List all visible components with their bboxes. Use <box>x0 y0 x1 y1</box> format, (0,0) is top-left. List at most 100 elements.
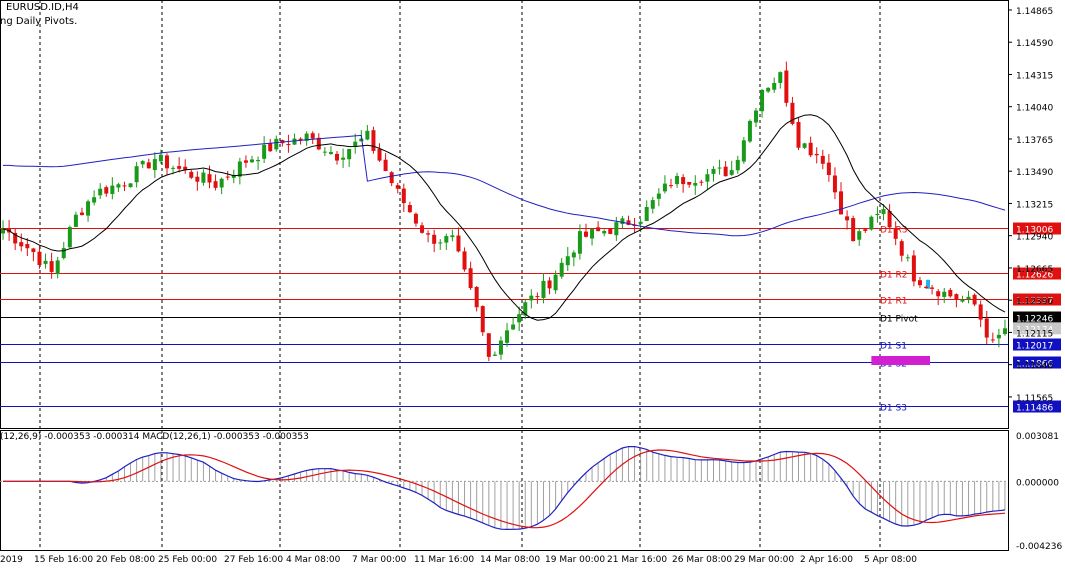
candle-body <box>596 227 601 232</box>
candle-body <box>930 287 935 289</box>
candle-body <box>717 167 722 169</box>
candle-body <box>231 174 236 178</box>
price-tag <box>1013 356 1061 369</box>
candle-body <box>407 205 412 213</box>
candle-body <box>656 193 661 199</box>
candle-body <box>766 87 771 92</box>
candle-body <box>316 137 321 150</box>
candle-body <box>729 170 734 175</box>
candle-body <box>675 175 680 185</box>
price-tick-label: 1.11840 <box>1016 362 1053 372</box>
candle-body <box>183 166 188 170</box>
price-tag-text: 1.12397 <box>1016 297 1053 307</box>
candle-body <box>13 232 18 244</box>
pivot-label: D1 R2 <box>880 271 908 281</box>
candle-body <box>796 122 801 148</box>
candle-body <box>784 70 789 103</box>
candle-body <box>450 235 455 238</box>
candle-body <box>924 286 929 288</box>
time-axis-label: 14 Mar 08:00 <box>480 555 540 565</box>
candle-body <box>608 228 613 234</box>
time-axis-label: 20 Feb 08:00 <box>96 555 155 565</box>
pivot-label: D1 Pivot <box>880 315 918 325</box>
candle-body <box>808 142 813 156</box>
candle-body <box>377 148 382 161</box>
macd-signal-line <box>3 449 1006 529</box>
candle-body <box>177 166 182 169</box>
candle-body <box>662 183 667 192</box>
time-axis-label: 15 Feb 16:00 <box>34 555 93 565</box>
price-tick-label: 1.14315 <box>1016 71 1053 81</box>
macd-main-line <box>3 446 1006 531</box>
candle-body <box>438 242 443 244</box>
candle-body <box>268 143 273 152</box>
candle-body <box>49 261 54 272</box>
macd-tick-label: 0.003081 <box>1016 432 1059 442</box>
candle-body <box>292 138 297 145</box>
candle-body <box>863 229 868 231</box>
candle-body <box>146 162 151 169</box>
candle-body <box>517 314 522 323</box>
candle-body <box>73 214 78 227</box>
candle-body <box>547 280 552 289</box>
candle-body <box>887 211 892 228</box>
candle-body <box>602 230 607 234</box>
macd-label: (12,26,9) -0.000353 -0.000314 MACD(12,26… <box>0 432 309 442</box>
macd-tick-label: -0.004236 <box>1016 542 1062 552</box>
candle-body <box>237 161 242 177</box>
price-tag-text: 1.11486 <box>1016 404 1053 414</box>
price-tick-label: 1.14865 <box>1016 7 1053 17</box>
candle-body <box>444 236 449 243</box>
candle-body <box>638 221 643 224</box>
candle-body <box>310 133 315 139</box>
candle-body <box>529 295 534 301</box>
price-tag-text: 1.12017 <box>1016 342 1053 352</box>
time-axis-label: 4 Mar 08:00 <box>286 555 341 565</box>
ma-fast-line <box>2 114 1006 321</box>
candle-body <box>347 148 352 160</box>
candle-body <box>328 151 333 154</box>
candle-body <box>353 141 358 147</box>
candle-body <box>298 138 303 140</box>
main-panel-frame <box>0 0 1009 429</box>
candle-body <box>25 244 30 249</box>
candle-body <box>401 188 406 204</box>
candle-body <box>747 120 752 142</box>
resistance-zone <box>926 279 930 289</box>
candle-body <box>942 291 947 297</box>
candle-body <box>426 233 431 235</box>
candle-body <box>19 242 24 247</box>
candle-body <box>760 89 765 112</box>
pivot-label: D1 S3 <box>880 404 907 414</box>
price-tag-text: 1.11866 <box>1016 360 1053 370</box>
symbol-label: EURUSD.ID,H4 <box>6 2 79 13</box>
candle-body <box>535 296 540 298</box>
candle-body <box>996 334 1001 339</box>
candle-body <box>413 213 418 224</box>
candle-body <box>687 181 692 185</box>
price-tick-label: 1.13765 <box>1016 136 1053 146</box>
candle-body <box>116 184 121 188</box>
price-tag-text: 1.12246 <box>1016 315 1053 325</box>
candle-body <box>43 260 48 264</box>
candle-body <box>571 252 576 258</box>
price-tag <box>1013 267 1061 280</box>
price-tick-label: 1.12115 <box>1016 329 1053 339</box>
candle-body <box>480 306 485 333</box>
macd-tick-label: 0.000000 <box>1016 478 1059 488</box>
candle-body <box>990 339 995 341</box>
candle-body <box>845 216 850 221</box>
price-tag-text: 1.13006 <box>1016 226 1053 236</box>
time-axis-label: 2019 <box>0 555 23 565</box>
candle-body <box>583 231 588 237</box>
candle-body <box>905 257 910 259</box>
candle-body <box>195 176 200 182</box>
candle-body <box>936 291 941 297</box>
candle-body <box>705 174 710 182</box>
candle-body <box>960 299 965 302</box>
candle-body <box>207 174 212 183</box>
candle-body <box>505 330 510 343</box>
candle-body <box>699 181 704 183</box>
